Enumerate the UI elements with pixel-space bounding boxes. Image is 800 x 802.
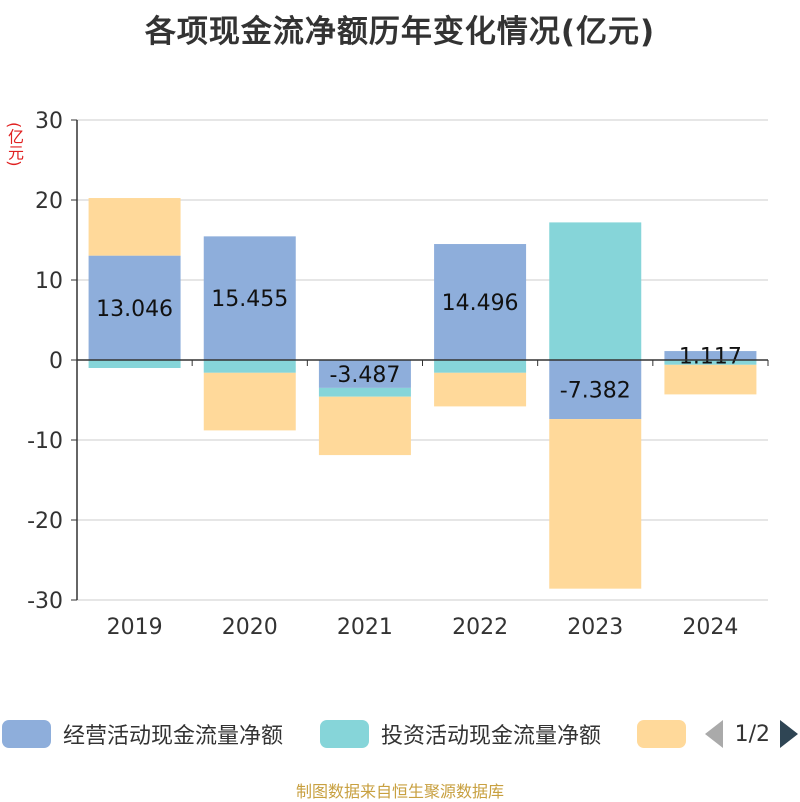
legend-label-investing: 投资活动现金流量净额 [381, 724, 602, 749]
chart-title: 各项现金流净额历年变化情况(亿元) [144, 14, 656, 50]
legend-pager: 1/2 [704, 716, 798, 752]
y-tick-label: 10 [35, 269, 63, 294]
legend-prev-arrow-icon[interactable] [704, 720, 723, 748]
bar-series2-2022 [434, 372, 527, 407]
legend-item-operating[interactable]: 经营活动现金流量净额 [2, 716, 283, 752]
legend: 经营活动现金流量净额 投资活动现金流量净额 [0, 716, 800, 752]
legend-swatch-financing [637, 720, 686, 748]
x-tick-label: 2023 [567, 615, 623, 640]
bar-series0-2022 [434, 244, 527, 360]
bar-series2-2020 [203, 372, 296, 431]
bar-chart: 30 20 10 0 -10 -20 -30 13.046 15.455 -3.487 14.496… [27, 109, 769, 640]
legend-swatch-operating [2, 720, 51, 748]
y-tick-label: 30 [35, 109, 63, 134]
x-tick-label: 2020 [222, 615, 278, 640]
legend-item-investing[interactable]: 投资活动现金流量净额 [320, 716, 601, 752]
x-tick-label: 2024 [682, 615, 738, 640]
legend-label-operating: 经营活动现金流量净额 [63, 724, 284, 749]
bar-series2-2019 [88, 198, 181, 256]
bar-series2-2023 [549, 419, 642, 589]
y-tick-label: 0 [49, 349, 63, 374]
bar-series1-2020 [203, 360, 296, 373]
y-tick-label: 20 [35, 189, 63, 214]
x-tick-label: 2019 [107, 615, 163, 640]
legend-item-financing[interactable] [637, 716, 686, 752]
bar-series1-2023 [549, 222, 642, 360]
bar-series1-2024 [664, 360, 757, 365]
data-label: 14.496 [442, 291, 519, 316]
legend-page-indicator: 1/2 [734, 721, 770, 747]
legend-next-arrow-icon[interactable] [780, 720, 798, 748]
bar-series0-2023 [549, 360, 642, 420]
data-label: 13.046 [96, 297, 173, 322]
data-label: 15.455 [211, 287, 288, 312]
bar-series0-2021 [318, 360, 411, 388]
data-label: -3.487 [329, 363, 400, 388]
data-label: 1.117 [679, 345, 742, 370]
bar-series2-2024 [664, 364, 757, 395]
bar-series1-2022 [434, 360, 527, 373]
bar-series1-2019 [88, 360, 181, 368]
legend-swatch-investing [320, 720, 369, 748]
data-label: -7.382 [560, 379, 631, 404]
bar-series0-2019 [88, 255, 181, 360]
y-axis-unit: (亿元) [5, 122, 24, 167]
y-tick-label: -30 [27, 589, 63, 614]
bar-series0-2024 [664, 351, 757, 360]
data-source-note: 制图数据来自恒生聚源数据库 [295, 782, 504, 801]
x-tick-label: 2021 [337, 615, 393, 640]
y-tick-label: -10 [27, 429, 63, 454]
bar-series0-2020 [203, 236, 296, 360]
bar-series1-2021 [318, 387, 411, 397]
x-tick-label: 2022 [452, 615, 508, 640]
bar-series2-2021 [318, 396, 411, 456]
y-tick-label: -20 [27, 509, 63, 534]
